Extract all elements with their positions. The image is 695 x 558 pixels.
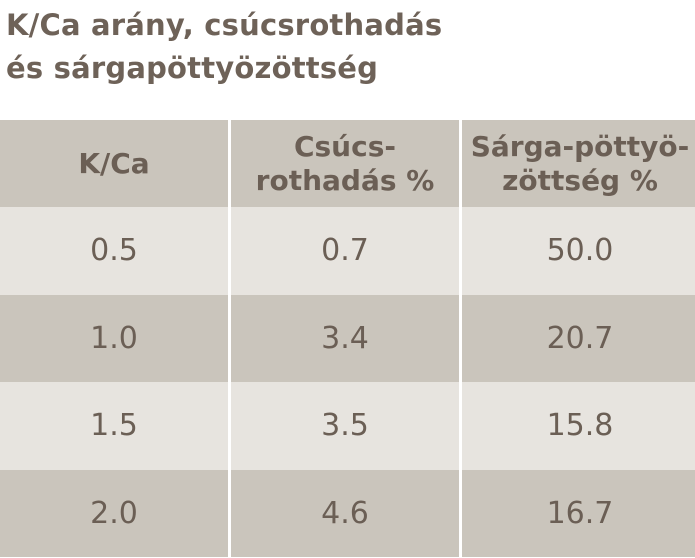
table-cell: 15.8 xyxy=(462,382,695,470)
title-line-1: K/Ca arány, csúcsrothadás xyxy=(6,8,443,42)
header-text: rothadás % xyxy=(255,163,435,197)
table-cell: 2.0 xyxy=(0,469,228,557)
header-text: Sárga-pöttyö- xyxy=(470,129,690,163)
table-cell: 0.5 xyxy=(0,207,228,295)
header-text: K/Ca xyxy=(78,146,150,180)
header-text: zöttség % xyxy=(502,163,658,197)
table-cell: 1.5 xyxy=(0,382,228,470)
table-cell: 1.0 xyxy=(0,294,228,382)
data-table: K/Ca Csúcs-rothadás % Sárga-pöttyö-zötts… xyxy=(0,120,695,557)
table-cell: 16.7 xyxy=(462,469,695,557)
table-cell: 20.7 xyxy=(462,294,695,382)
table-cell: 50.0 xyxy=(462,207,695,295)
title-line-2: és sárgapöttyözöttség xyxy=(6,51,379,85)
header-sargapottyozottseg: Sárga-pöttyö-zöttség % xyxy=(462,120,695,207)
table-cell: 4.6 xyxy=(231,469,459,557)
table-cell: 3.4 xyxy=(231,294,459,382)
header-csucsrothadas: Csúcs-rothadás % xyxy=(231,120,459,207)
header-kca: K/Ca xyxy=(0,120,228,207)
table-cell: 0.7 xyxy=(231,207,459,295)
table-cell: 3.5 xyxy=(231,382,459,470)
header-text: Csúcs- xyxy=(293,129,397,163)
page-title: K/Ca arány, csúcsrothadás és sárgapöttyö… xyxy=(6,4,442,90)
